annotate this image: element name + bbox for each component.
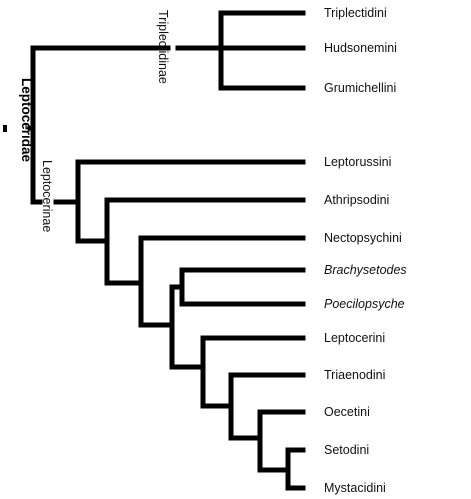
- tip-label-nectopsychini: Nectopsychini: [324, 231, 402, 245]
- family-label-mark: [3, 125, 7, 132]
- tip-label-leptocerini: Leptocerini: [324, 331, 385, 345]
- tip-labels: Triplectidini Hudsonemini Grumichellini …: [324, 6, 407, 495]
- tip-label-leptorussini: Leptorussini: [324, 155, 391, 169]
- tree-branches: [27, 10, 306, 491]
- tip-label-poecilopsyche: Poecilopsyche: [324, 297, 405, 311]
- tip-label-triplectidini: Triplectidini: [324, 6, 387, 20]
- tip-label-athripsodini: Athripsodini: [324, 193, 389, 207]
- tip-label-mystacidini: Mystacidini: [324, 481, 386, 495]
- family-label: Leptoceridae: [19, 78, 34, 163]
- tip-label-hudsonemini: Hudsonemini: [324, 41, 397, 55]
- tip-label-setodini: Setodini: [324, 443, 369, 457]
- subfamily-label-leptocerinae: Leptocerinae: [40, 160, 54, 232]
- tip-label-triaenodini: Triaenodini: [324, 368, 385, 382]
- subfamily-label-triplectidinae: Triplectidinae: [156, 10, 170, 84]
- tip-label-brachysetodes: Brachysetodes: [324, 263, 407, 277]
- tip-label-oecetini: Oecetini: [324, 405, 370, 419]
- tip-label-grumichellini: Grumichellini: [324, 81, 396, 95]
